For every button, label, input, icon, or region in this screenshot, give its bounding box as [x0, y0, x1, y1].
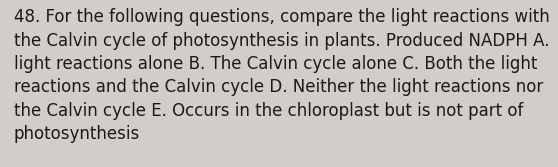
Text: 48. For the following questions, compare the light reactions with
the Calvin cyc: 48. For the following questions, compare… — [14, 8, 550, 143]
